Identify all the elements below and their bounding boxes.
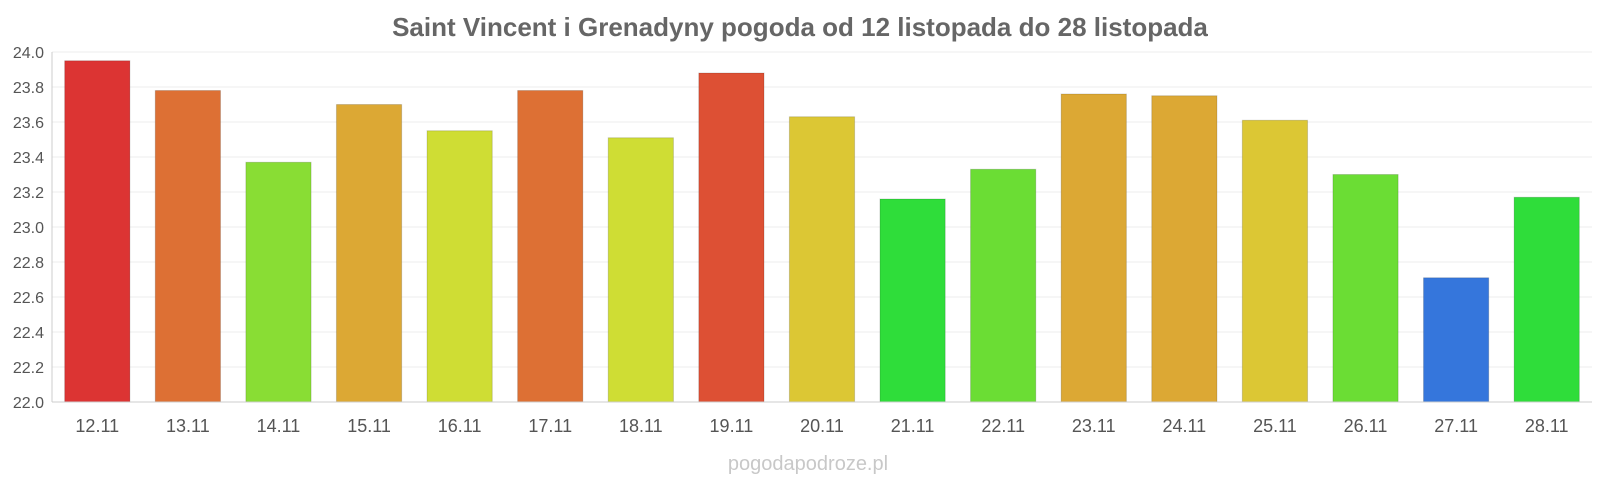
bar-17.11 — [517, 90, 584, 403]
x-tick-label: 19.11 — [710, 416, 754, 436]
x-tick-label: 28.11 — [1525, 416, 1569, 436]
y-tick-label: 23.0 — [13, 220, 44, 237]
bar-21.11 — [879, 198, 946, 403]
y-tick-label: 22.6 — [13, 290, 44, 307]
x-tick-label: 14.11 — [257, 416, 301, 436]
x-tick-label: 27.11 — [1434, 416, 1478, 436]
chart-title: Saint Vincent i Grenadyny pogoda od 12 l… — [392, 12, 1208, 42]
x-tick-label: 24.11 — [1162, 416, 1206, 436]
x-tick-label: 18.11 — [619, 416, 663, 436]
bar-20.11 — [788, 116, 856, 403]
bar-12.11 — [64, 60, 131, 403]
bar-22.11 — [970, 168, 1037, 403]
bars — [64, 60, 1580, 403]
bar-24.11 — [1151, 95, 1218, 403]
x-tick-label: 26.11 — [1344, 416, 1388, 436]
y-tick-label: 22.2 — [13, 360, 44, 377]
x-tick-label: 21.11 — [891, 416, 935, 436]
bar-19.11 — [698, 72, 765, 403]
x-tick-label: 15.11 — [347, 416, 391, 436]
bar-27.11 — [1423, 277, 1490, 403]
y-tick-label: 23.2 — [13, 185, 44, 202]
x-tick-label: 20.11 — [800, 416, 844, 436]
x-tick-label: 13.11 — [166, 416, 210, 436]
y-tick-label: 23.4 — [13, 150, 44, 167]
y-tick-label: 22.0 — [13, 395, 44, 412]
bar-18.11 — [607, 137, 674, 403]
y-tick-label: 23.8 — [13, 80, 44, 97]
y-tick-label: 23.6 — [13, 115, 44, 132]
bar-13.11 — [154, 90, 221, 403]
bar-26.11 — [1332, 174, 1399, 403]
bar-15.11 — [335, 104, 403, 403]
bar-16.11 — [426, 130, 493, 403]
x-tick-label: 17.11 — [528, 416, 572, 436]
x-tick-label: 23.11 — [1072, 416, 1116, 436]
bar-23.11 — [1060, 93, 1127, 403]
x-tick-label: 22.11 — [981, 416, 1025, 436]
y-axis-ticks: 22.0 22.2 22.4 22.6 22.8 23.0 23.2 23.4 23.6 23.8… — [13, 45, 44, 412]
y-tick-label: 22.8 — [13, 255, 44, 272]
y-tick-label: 22.4 — [13, 325, 44, 342]
x-tick-label: 12.11 — [75, 416, 119, 436]
bar-14.11 — [245, 161, 312, 403]
x-tick-label: 16.11 — [438, 416, 482, 436]
site-credit: pogodapodroze.pl — [728, 453, 888, 475]
bar-28.11 — [1513, 196, 1580, 403]
x-tick-label: 25.11 — [1253, 416, 1297, 436]
bar-25.11 — [1241, 119, 1309, 403]
y-tick-label: 24.0 — [13, 45, 44, 62]
x-axis-ticks: 12.11 13.11 14.11 15.11 16.11 17.11 18.11 19.11… — [75, 416, 1568, 436]
